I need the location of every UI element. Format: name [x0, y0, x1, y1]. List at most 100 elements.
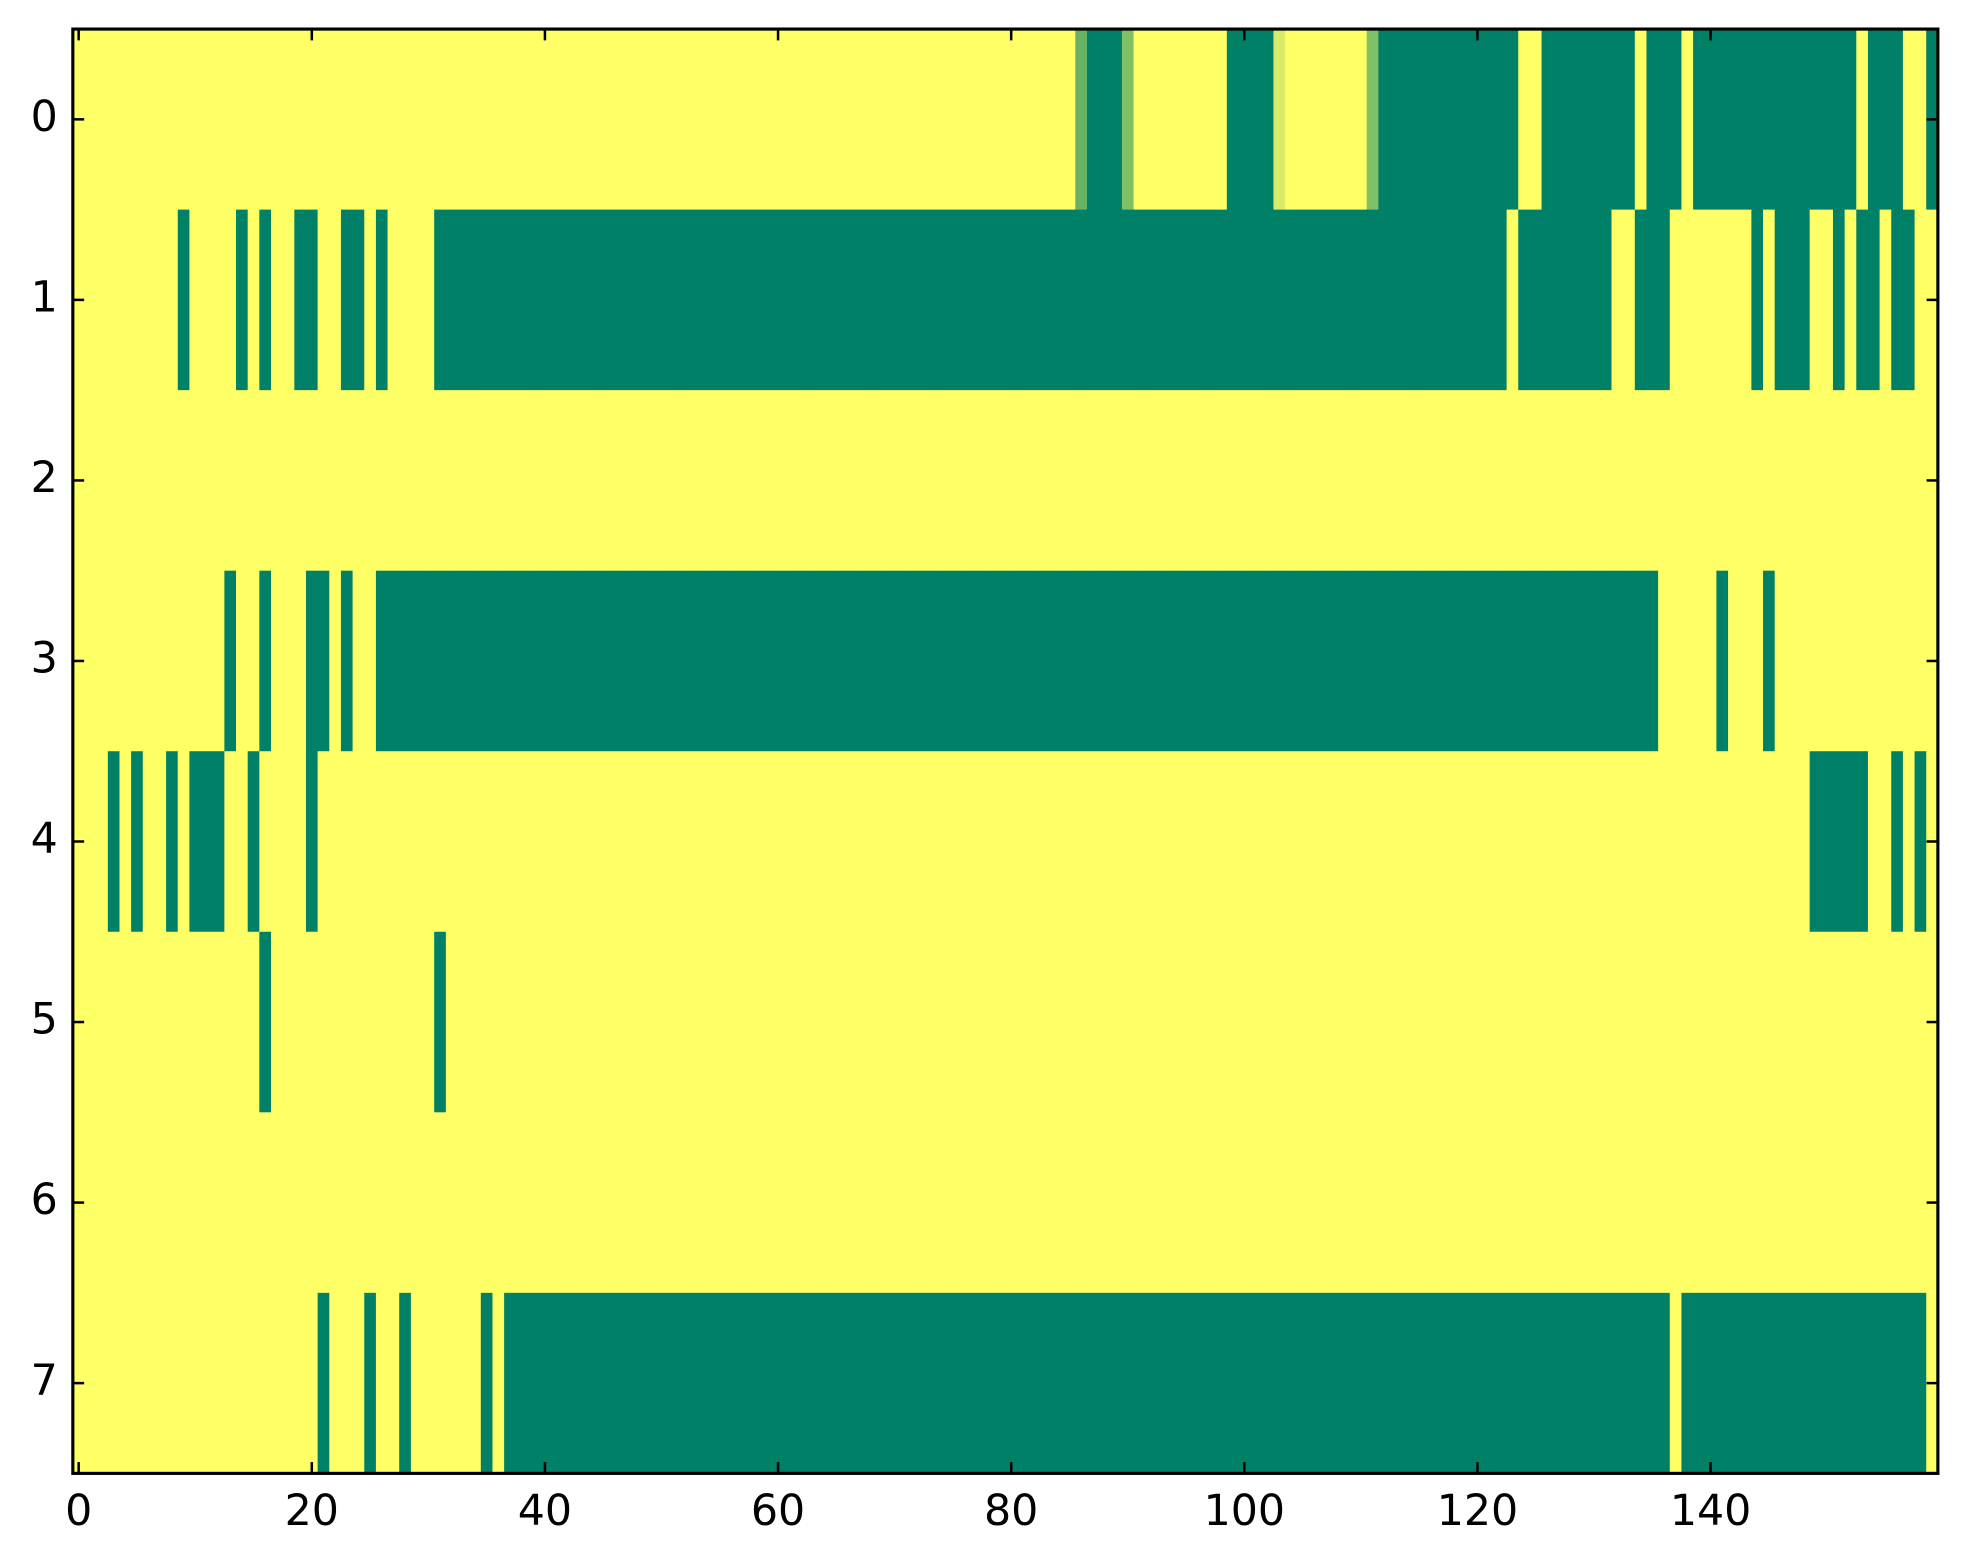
- cell: [1541, 1292, 1554, 1474]
- cell: [1541, 570, 1554, 752]
- cell: [201, 29, 214, 211]
- x-tick-label: 40: [518, 1486, 572, 1536]
- cell: [562, 931, 575, 1113]
- cell: [1191, 390, 1205, 572]
- cell: [737, 209, 750, 391]
- cell: [1798, 570, 1811, 752]
- cell: [1226, 1292, 1239, 1474]
- cell: [550, 751, 563, 933]
- cell: [1086, 570, 1100, 752]
- cell: [702, 931, 715, 1113]
- cell: [201, 751, 214, 933]
- cell: [1832, 390, 1846, 572]
- cell: [1693, 1112, 1706, 1294]
- cell: [1250, 931, 1263, 1113]
- cell: [1728, 751, 1741, 933]
- cell: [1285, 931, 1298, 1113]
- cell: [1646, 751, 1659, 933]
- cell: [1809, 29, 1822, 211]
- cell: [912, 1112, 925, 1294]
- cell: [935, 29, 948, 211]
- cell: [1716, 390, 1729, 572]
- cell: [1728, 390, 1741, 572]
- cell: [632, 931, 645, 1113]
- cell: [1658, 1112, 1671, 1294]
- cell: [352, 390, 365, 572]
- cell: [1436, 570, 1449, 752]
- cell: [1658, 209, 1671, 391]
- cell: [667, 1292, 680, 1474]
- cell: [1121, 570, 1135, 752]
- cell: [1424, 570, 1438, 752]
- cell: [527, 390, 540, 572]
- cell: [702, 209, 715, 391]
- cell: [1296, 751, 1309, 933]
- cell: [1086, 931, 1100, 1113]
- cell: [1145, 29, 1158, 211]
- cell: [585, 209, 598, 391]
- cell: [737, 570, 750, 752]
- cell: [422, 1112, 435, 1294]
- cell: [772, 1112, 785, 1294]
- cell: [562, 1112, 575, 1294]
- cell: [131, 751, 144, 933]
- cell: [1774, 751, 1787, 933]
- cell: [1238, 570, 1251, 752]
- cell: [1798, 29, 1811, 211]
- cell: [1436, 1112, 1449, 1294]
- cell: [912, 29, 925, 211]
- cell: [1110, 931, 1123, 1113]
- cell: [410, 751, 424, 933]
- cell: [1285, 29, 1298, 211]
- cell: [1168, 931, 1181, 1113]
- cell: [690, 931, 703, 1113]
- cell: [457, 570, 470, 752]
- cell: [1250, 209, 1263, 391]
- cell: [912, 570, 925, 752]
- cell: [1588, 209, 1601, 391]
- cell: [1086, 1112, 1100, 1294]
- cell: [795, 390, 808, 572]
- cell: [574, 751, 587, 933]
- cell: [632, 1292, 645, 1474]
- cell: [1320, 570, 1333, 752]
- cell: [1891, 390, 1904, 572]
- cell: [1133, 29, 1146, 211]
- cell: [690, 570, 703, 752]
- cell: [154, 209, 167, 391]
- cell: [247, 570, 260, 752]
- cell: [1086, 751, 1100, 933]
- cell: [340, 570, 354, 752]
- cell: [609, 931, 622, 1113]
- cell: [1168, 1112, 1181, 1294]
- cell: [702, 390, 715, 572]
- cell: [1821, 931, 1834, 1113]
- cell: [1191, 29, 1205, 211]
- cell: [1809, 751, 1822, 933]
- cell: [574, 931, 587, 1113]
- cell: [1739, 751, 1752, 933]
- cell: [1867, 1112, 1881, 1294]
- cell: [1296, 209, 1309, 391]
- cell: [644, 751, 657, 933]
- cell: [1168, 1292, 1181, 1474]
- cell: [154, 570, 167, 752]
- cell: [1693, 570, 1706, 752]
- cell: [818, 390, 832, 572]
- cell: [1494, 1292, 1508, 1474]
- cell: [725, 29, 738, 211]
- cell: [1448, 29, 1461, 211]
- cell: [644, 209, 657, 391]
- cell: [1902, 209, 1916, 391]
- cell: [84, 570, 97, 752]
- cell: [96, 209, 109, 391]
- cell: [224, 751, 237, 933]
- cell: [1751, 209, 1764, 391]
- cell: [294, 751, 307, 933]
- cell: [1856, 29, 1869, 211]
- cell: [1623, 1112, 1636, 1294]
- cell: [1121, 390, 1135, 572]
- cell: [282, 1112, 295, 1294]
- cell: [1832, 1112, 1846, 1294]
